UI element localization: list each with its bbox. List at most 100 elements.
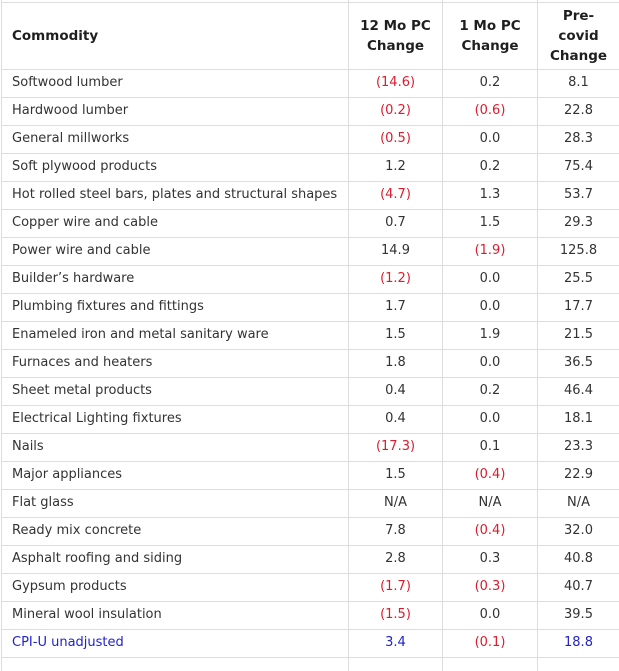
change-12mo-cell: 1.2 bbox=[348, 152, 443, 182]
table-row: Hot rolled steel bars, plates and struct… bbox=[1, 180, 619, 210]
table-row: Nails (17.3) 0.1 23.3 bbox=[1, 432, 619, 462]
col-header-12mo-line1: 12 Mo PC bbox=[360, 17, 431, 34]
cell-value: 21.5 bbox=[564, 326, 593, 342]
change-1mo-cell: 0.1 bbox=[442, 432, 538, 462]
cell-value: (17.3) bbox=[375, 438, 416, 454]
change-1mo-cell: 0.0 bbox=[442, 264, 538, 294]
cell-value: 40.7 bbox=[564, 578, 593, 594]
commodity-cell: Power wire and cable bbox=[1, 236, 349, 266]
change-12mo-cell: (1.7) bbox=[348, 572, 443, 602]
change-12mo-cell: 1.8 bbox=[348, 348, 443, 378]
cell-value: 22.8 bbox=[564, 102, 593, 118]
change-12mo-cell: 1.7 bbox=[348, 292, 443, 322]
change-12mo-cell: 0.4 bbox=[348, 376, 443, 406]
commodity-cell: Flat glass bbox=[1, 488, 349, 518]
cell-value: (0.3) bbox=[474, 578, 506, 594]
col-header-precovid-change: Pre-covid Change bbox=[537, 1, 619, 70]
pre-covid-cell: 17.7 bbox=[537, 292, 619, 322]
commodity-cell: Electrical Lighting fixtures bbox=[1, 404, 349, 434]
change-1mo-cell: 0.0 bbox=[442, 600, 538, 630]
change-1mo-cell: 0.0 bbox=[442, 292, 538, 322]
cell-value: 28.3 bbox=[564, 130, 593, 146]
cell-value: N/A bbox=[384, 494, 407, 510]
pre-covid-cell: 40.7 bbox=[537, 572, 619, 602]
col-header-12mo-change: 12 Mo PC Change bbox=[348, 1, 443, 70]
commodity-cell: Builder’s hardware bbox=[1, 264, 349, 294]
table-row: Enameled iron and metal sanitary ware 1.… bbox=[1, 320, 619, 350]
change-12mo-cell: (14.6) bbox=[348, 68, 443, 98]
cell-value: 75.4 bbox=[564, 158, 593, 174]
change-12mo-cell: 3.4 bbox=[348, 628, 443, 658]
col-header-12mo-line2: Change bbox=[366, 37, 425, 54]
cell-value: 23.3 bbox=[564, 438, 593, 454]
change-1mo-cell: (0.6) bbox=[442, 96, 538, 126]
change-1mo-cell: (0.1) bbox=[442, 628, 538, 658]
commodity-cell: Nails bbox=[1, 432, 349, 462]
table-row: Ready mix concrete 7.8 (0.4) 32.0 bbox=[1, 516, 619, 546]
table-row: Softwood lumber (14.6) 0.2 8.1 bbox=[1, 68, 619, 98]
cell-value: 1.5 bbox=[385, 326, 406, 342]
table-row: Major appliances 1.5 (0.4) 22.9 bbox=[1, 460, 619, 490]
col-header-1mo-change: 1 Mo PC Change bbox=[442, 1, 538, 70]
table-row: Hardwood lumber (0.2) (0.6) 22.8 bbox=[1, 96, 619, 126]
cell-value: 1.7 bbox=[385, 298, 406, 314]
commodity-cell: Furnaces and heaters bbox=[1, 348, 349, 378]
change-12mo-cell: (0.5) bbox=[348, 124, 443, 154]
col-header-1mo-line2: Change bbox=[461, 37, 519, 54]
cell-value: (1.5) bbox=[380, 606, 411, 622]
pre-covid-cell: 75.4 bbox=[537, 152, 619, 182]
change-12mo-cell: (0.2) bbox=[348, 96, 443, 126]
commodity-cell: Ready mix concrete bbox=[1, 516, 349, 546]
cell-value: (1.2) bbox=[380, 270, 411, 286]
table-header: Commodity 12 Mo PC Change 1 Mo PC Change… bbox=[1, 0, 619, 70]
cell-value: (1.7) bbox=[380, 578, 411, 594]
cell-value: 0.0 bbox=[479, 606, 501, 622]
table-row: Gypsum products (1.7) (0.3) 40.7 bbox=[1, 572, 619, 602]
table-row: Sheet metal products 0.4 0.2 46.4 bbox=[1, 376, 619, 406]
commodity-cell: Hot rolled steel bars, plates and struct… bbox=[1, 180, 349, 210]
change-1mo-cell: 0.0 bbox=[442, 348, 538, 378]
cell-value: 0.4 bbox=[385, 410, 406, 426]
pre-covid-cell: 40.8 bbox=[537, 544, 619, 574]
cell-value: 18.1 bbox=[564, 410, 593, 426]
table-row-cpi-u-link: CPI-U unadjusted 3.4 (0.1) 18.8 bbox=[1, 628, 619, 658]
cell-value: 1.8 bbox=[385, 354, 406, 370]
change-1mo-cell: 1.9 bbox=[442, 320, 538, 350]
cell-value: 0.4 bbox=[385, 382, 406, 398]
cell-value: N/A bbox=[567, 494, 590, 510]
commodity-cell: General millworks bbox=[1, 124, 349, 154]
cell-value: 29.3 bbox=[564, 214, 593, 230]
change-12mo-cell: 2.8 bbox=[348, 544, 443, 574]
cell-value: 8.1 bbox=[568, 74, 589, 90]
pre-covid-cell: 39.5 bbox=[537, 600, 619, 630]
pre-covid-cell: 36.5 bbox=[537, 348, 619, 378]
cell-value: (0.2) bbox=[380, 102, 411, 118]
change-1mo-cell: (0.3) bbox=[442, 572, 538, 602]
pre-covid-cell: 29.3 bbox=[537, 208, 619, 238]
cell-value: 36.5 bbox=[564, 354, 593, 370]
table-row: Mineral wool insulation (1.5) 0.0 39.5 bbox=[1, 600, 619, 630]
commodity-cell: Softwood lumber bbox=[1, 68, 349, 98]
change-1mo-cell: 0.2 bbox=[442, 152, 538, 182]
change-12mo-cell: (1.2) bbox=[348, 264, 443, 294]
cell-value: 2.8 bbox=[385, 550, 406, 566]
commodity-cell: Hardwood lumber bbox=[1, 96, 349, 126]
cell-value: 25.5 bbox=[564, 270, 593, 286]
cell-value: 39.5 bbox=[564, 606, 593, 622]
change-12mo-cell: (4.7) bbox=[348, 180, 443, 210]
pre-covid-cell: 46.4 bbox=[537, 376, 619, 406]
table-row: Electrical Lighting fixtures 0.4 0.0 18.… bbox=[1, 404, 619, 434]
change-1mo-cell: 0.3 bbox=[442, 544, 538, 574]
commodity-cell: Plumbing fixtures and fittings bbox=[1, 292, 349, 322]
cell-value: 32.0 bbox=[564, 522, 593, 538]
cell-value: 0.0 bbox=[479, 354, 501, 370]
commodity-cell: Major appliances bbox=[1, 460, 349, 490]
cell-value: 0.3 bbox=[479, 550, 501, 566]
cell-value: 40.8 bbox=[564, 550, 593, 566]
cell-value: 1.3 bbox=[479, 186, 501, 202]
table-row: General millworks (0.5) 0.0 28.3 bbox=[1, 124, 619, 154]
cpi-u-link[interactable]: CPI-U unadjusted bbox=[1, 628, 349, 658]
table-row: Plumbing fixtures and fittings 1.7 0.0 1… bbox=[1, 292, 619, 322]
change-1mo-cell: 0.2 bbox=[442, 68, 538, 98]
change-12mo-cell: N/A bbox=[348, 488, 443, 518]
